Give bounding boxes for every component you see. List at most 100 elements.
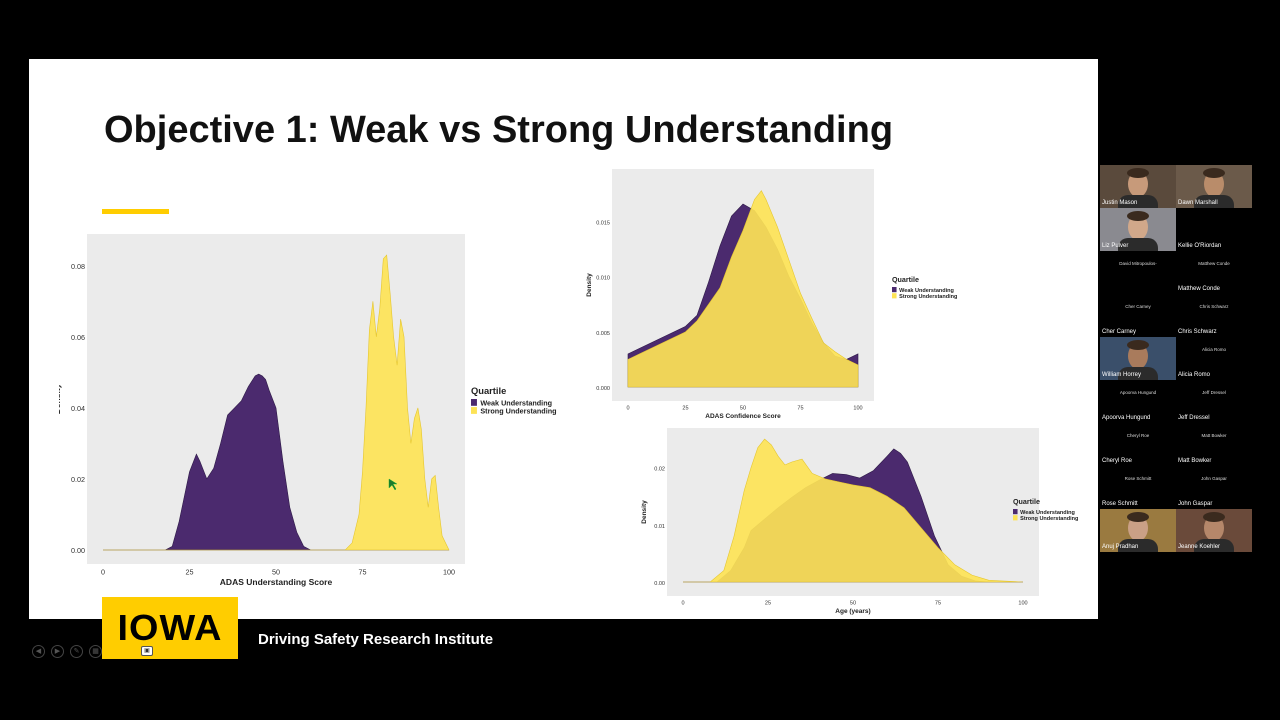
participant-body [1194, 195, 1234, 208]
participant-video [1100, 208, 1176, 251]
legend-label: Weak Understanding [480, 398, 552, 407]
participant-tile[interactable]: Anuj Pradhan [1100, 509, 1176, 552]
participant-name: Justin Mason [1102, 200, 1138, 206]
participant-banner-name: Jeff Dressel [1202, 390, 1226, 395]
participant-name: Matt Bowker [1178, 458, 1212, 464]
participant-tile[interactable]: Alicia Romo Alicia Romo [1176, 337, 1252, 380]
legend-title: Quartile [471, 386, 506, 396]
participant-tile[interactable]: Jeff Dressel Jeff Dressel [1176, 380, 1252, 423]
legend-title: Quartile [1013, 498, 1040, 506]
participant-tile[interactable]: William Horrey [1100, 337, 1176, 380]
participant-name: Anuj Pradhan [1102, 544, 1139, 550]
participant-video [1100, 165, 1176, 208]
density-area-strong [683, 438, 1024, 583]
participant-hair [1127, 211, 1149, 221]
participant-name: Cheryl Roe [1102, 458, 1133, 464]
participant-body [1194, 539, 1234, 552]
participant-hair [1127, 512, 1149, 522]
pen-icon[interactable]: ✎ [70, 645, 83, 658]
participant-tile[interactable]: Chris Schwarz Chris Schwarz [1176, 294, 1252, 337]
x-tick-label: 100 [853, 406, 862, 412]
participant-name: Liz Pulver [1102, 243, 1129, 249]
chart-svg: 0.00 0.02 0.04 0.06 0.08 0 25 50 75 100 ADAS Under… [59, 234, 557, 587]
mouse-cursor-icon [388, 478, 398, 491]
participant-name: John Gaspar [1178, 501, 1213, 507]
participant-tile[interactable]: Kellie O'Riordan [1176, 208, 1252, 251]
camera-icon[interactable]: ▣ [141, 646, 153, 656]
participant-tile[interactable]: Justin Mason [1100, 165, 1176, 208]
legend-swatch [892, 287, 897, 293]
y-axis-label: Density [59, 383, 62, 414]
participant-tile[interactable]: Rose Schmitt Rose Schmitt [1100, 466, 1176, 509]
participant-tile[interactable]: Dawn Marshall [1176, 165, 1252, 208]
participant-tile[interactable]: Liz Pulver [1100, 208, 1176, 251]
chart-understanding-score: 0.00 0.02 0.04 0.06 0.08 0 25 50 75 100 ADAS Under… [59, 234, 599, 589]
chart-svg: 0.00 0.01 0.02 0 25 50 75 100 Age (years) Density… [641, 428, 1078, 615]
participant-banner-name: Cheryl Roe [1126, 433, 1150, 438]
participant-name: Rose Schmitt [1102, 501, 1138, 507]
previous-slide-icon[interactable]: ◀ [32, 645, 45, 658]
x-tick-label: 0 [681, 601, 684, 607]
legend-label: Weak Understanding [1020, 510, 1075, 516]
y-axis-label: Density [586, 273, 593, 297]
title-accent-bar [102, 209, 169, 214]
legend-label: Weak Understanding [899, 288, 954, 294]
x-tick-label: 25 [185, 568, 193, 577]
chart-confidence-score: 0.000 0.005 0.010 0.015 0 25 50 75 100 ADAS Confi… [574, 169, 974, 419]
participant-tile[interactable]: Apoorva Hungund Apoorva Hungund [1100, 380, 1176, 423]
legend-swatch [1013, 515, 1018, 521]
participant-banner-name: Apoorva Hungund [1119, 390, 1157, 395]
participant-hair [1203, 168, 1225, 178]
participant-body [1118, 238, 1158, 251]
participant-banner-name: Matt Bowker [1201, 433, 1227, 438]
participant-tile[interactable]: Cheryl Roe Cheryl Roe [1100, 423, 1176, 466]
x-tick-label: 0 [626, 406, 629, 412]
participant-name: Alicia Romo [1178, 372, 1211, 378]
density-area-strong [103, 254, 450, 551]
participant-name: Jeff Dressel [1178, 415, 1210, 421]
x-tick-label: 100 [1018, 601, 1027, 607]
participant-video [1176, 165, 1252, 208]
participant-banner-name: Alicia Romo [1201, 347, 1226, 352]
participant-banner-name: John Gaspar [1201, 476, 1227, 481]
y-axis-label: Density [641, 500, 648, 524]
participant-banner-name: Rose Schmitt [1124, 476, 1152, 481]
x-tick-label: 50 [850, 601, 856, 607]
slide-title: Objective 1: Weak vs Strong Understandin… [104, 109, 894, 151]
y-tick-label: 0.000 [596, 386, 610, 392]
participant-name: Jeanne Koehler [1178, 544, 1221, 550]
participant-banner-name: Matthew Conde [1198, 261, 1230, 266]
legend-title: Quartile [892, 276, 919, 284]
density-area-weak [103, 373, 449, 551]
participant-name: Matthew Conde [1178, 286, 1221, 292]
x-axis-label: ADAS Understanding Score [220, 577, 333, 587]
participant-body [1118, 539, 1158, 552]
next-slide-icon[interactable]: ▶ [51, 645, 64, 658]
y-tick-label: 0.00 [71, 546, 85, 555]
participant-gallery: Justin Mason Dawn Marshall Liz Pulver Kelli… [1100, 165, 1252, 553]
participant-tile[interactable]: Jeanne Koehler [1176, 509, 1252, 552]
y-tick-label: 0.015 [596, 221, 610, 227]
participant-hair [1127, 340, 1149, 350]
chart-age: 0.00 0.01 0.02 0 25 50 75 100 Age (years) Density… [639, 428, 1109, 678]
participant-tile[interactable]: Matt Bowker Matt Bowker [1176, 423, 1252, 466]
x-tick-label: 0 [101, 568, 105, 577]
participant-name: Apoorva Hungund [1102, 415, 1151, 421]
slideshow-controls: ◀ ▶ ✎ ▦ [32, 645, 102, 658]
grid-view-icon[interactable]: ▦ [89, 645, 102, 658]
participant-tile[interactable]: Matthew Conde Matthew Conde [1176, 251, 1252, 294]
y-tick-label: 0.02 [654, 467, 665, 473]
legend-swatch [892, 293, 897, 299]
participant-tile[interactable]: David Mitropoulos- [1100, 251, 1176, 294]
presentation-slide: Objective 1: Weak vs Strong Understandin… [29, 59, 1098, 619]
x-axis-label: Age (years) [835, 608, 870, 615]
iowa-logo: IOWA [102, 597, 238, 659]
participant-name: William Horrey [1102, 372, 1141, 378]
participant-tile[interactable]: John Gaspar John Gaspar [1176, 466, 1252, 509]
y-tick-label: 0.06 [71, 333, 85, 342]
participant-name: Cher Carney [1102, 329, 1137, 335]
participant-name: Dawn Marshall [1178, 200, 1218, 206]
participant-name: Chris Schwarz [1178, 329, 1217, 335]
participant-tile[interactable]: Cher Carney Cher Carney [1100, 294, 1176, 337]
participant-body [1118, 367, 1158, 380]
